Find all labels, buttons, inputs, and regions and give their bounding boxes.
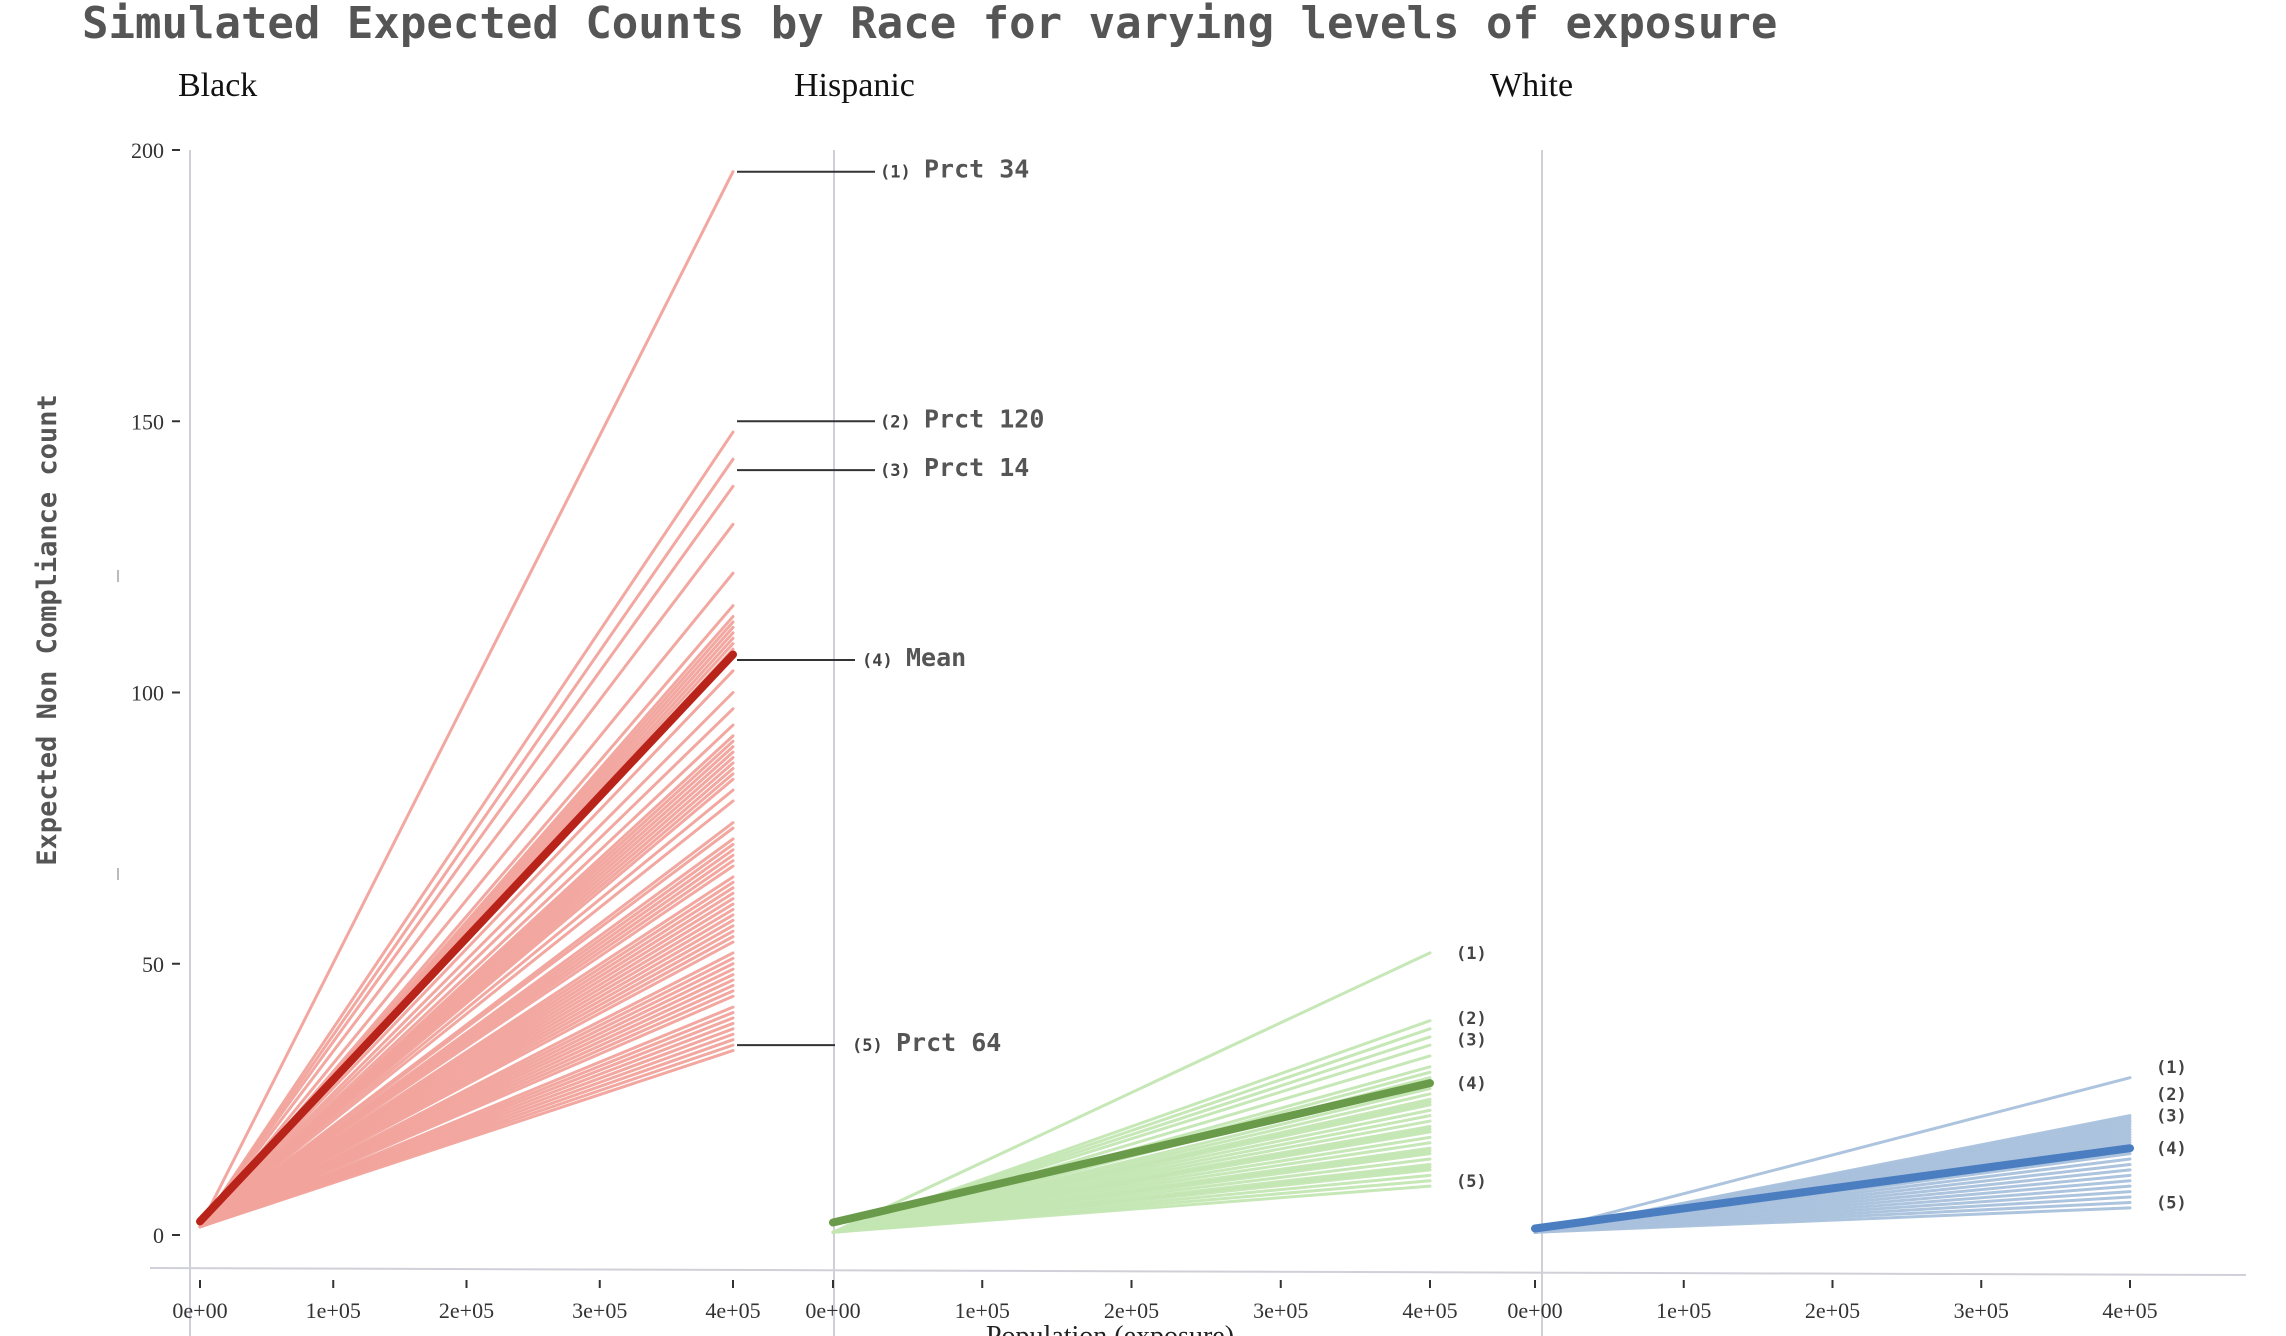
x-tick-label: 1e+05 [306, 1298, 361, 1323]
mean-line-white [1531, 1144, 2134, 1233]
sim-line-black [198, 457, 735, 1229]
x-tick-label: 2e+05 [1805, 1298, 1860, 1323]
annotation-number: (1) [1456, 944, 1487, 964]
x-tick-label: 0e+00 [172, 1298, 227, 1323]
sim-line-black [198, 522, 735, 1229]
y-tick-label: 200 [131, 138, 164, 163]
x-tick-label: 3e+05 [1954, 1298, 2009, 1323]
y-tick-label: 100 [131, 681, 164, 706]
annotation-number: (3) [880, 461, 911, 481]
annotation-label: Mean [906, 643, 966, 672]
annotation-number: (1) [2156, 1058, 2187, 1078]
mean-line-black [196, 650, 737, 1226]
x-axis-line [149, 1267, 2247, 1276]
annotation-number: (4) [2156, 1139, 2187, 1159]
mean-line-hispanic [829, 1079, 1434, 1227]
y-axis-title-group: Expected Non Compliance count [32, 394, 63, 865]
sim-line-hispanic [831, 1184, 1432, 1234]
sim-line-black [198, 430, 735, 1229]
x-tick-label: 2e+05 [439, 1298, 494, 1323]
sim-line-black [198, 484, 735, 1229]
annotation-number: (5) [1456, 1172, 1487, 1192]
annotation-label: Prct 120 [924, 404, 1044, 433]
sim-line-black [198, 940, 735, 1229]
annotation-number: (4) [862, 651, 893, 671]
sim-line-black [198, 1049, 735, 1229]
annotation-label: Prct 64 [896, 1028, 1001, 1057]
annotation-number: (2) [880, 412, 911, 432]
sim-line-black [198, 994, 735, 1229]
sim-line-black [198, 799, 735, 1229]
y-tick-label: 50 [142, 952, 164, 977]
sim-line-black [198, 691, 735, 1229]
x-tick-label: 2e+05 [1104, 1298, 1159, 1323]
chart-title: Simulated Expected Counts by Race for va… [82, 0, 1777, 49]
x-tick-label: 3e+05 [1253, 1298, 1308, 1323]
plot-area: 0 50 100 150 200 Black 0e+00 1e+05 2e+05 3e+05 4e+… [117, 67, 2247, 1336]
facet-label-black: Black [178, 67, 257, 104]
sim-line-white [1533, 1206, 2132, 1234]
facet-label-white: White [1490, 67, 1573, 104]
sim-line-black [198, 170, 735, 1229]
sim-line-black [198, 864, 735, 1229]
x-tick-label: 4e+05 [2102, 1298, 2157, 1323]
facet-label-hispanic: Hispanic [794, 67, 915, 104]
sim-line-black [198, 669, 735, 1229]
annotation-label: Prct 34 [924, 155, 1029, 184]
x-tick-label: 4e+05 [1402, 1298, 1457, 1323]
annotation-number: (3) [1456, 1031, 1487, 1051]
annotation-number: (1) [880, 163, 911, 183]
x-tick-label: 4e+05 [705, 1298, 760, 1323]
y-tick-label: 0 [153, 1223, 164, 1248]
y-axis-title: Expected Non Compliance count [32, 394, 63, 865]
annotation-label: Prct 14 [924, 453, 1029, 482]
x-axis-title: Population (exposure) [986, 1321, 1234, 1336]
x-tick-label: 0e+00 [805, 1298, 860, 1323]
sim-line-black [198, 571, 735, 1229]
x-tick-label: 0e+00 [1507, 1298, 1562, 1323]
x-tick-label: 1e+05 [1656, 1298, 1711, 1323]
sim-line-hispanic [831, 951, 1432, 1234]
annotation-number: (2) [1456, 1009, 1487, 1029]
annotation-number: (5) [852, 1036, 883, 1056]
annotation-number: (3) [2156, 1107, 2187, 1127]
annotation-number: (4) [1456, 1074, 1487, 1094]
sim-line-white [1533, 1076, 2132, 1234]
sim-line-black [198, 707, 735, 1229]
annotation-number: (5) [2156, 1193, 2187, 1213]
annotation-number: (2) [2156, 1085, 2187, 1105]
x-tick-label: 3e+05 [572, 1298, 627, 1323]
x-tick-label: 1e+05 [955, 1298, 1010, 1323]
y-tick-label: 150 [131, 409, 164, 434]
